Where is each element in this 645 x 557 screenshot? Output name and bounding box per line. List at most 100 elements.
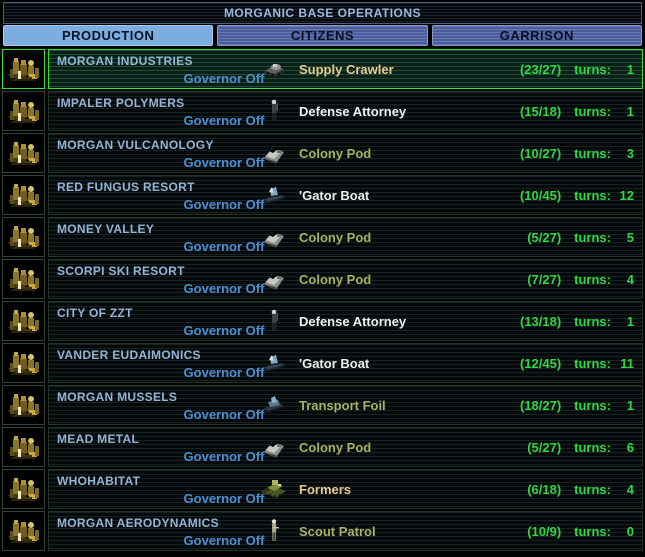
base-row: MORGAN INDUSTRIES Governor Off Supply Cr… (2, 49, 643, 89)
governor-status: Governor Off (183, 533, 265, 548)
colony-pod-icon (256, 224, 292, 251)
production-progress: (6/18) (527, 481, 562, 497)
formers-icon (256, 476, 292, 503)
production-turns: turns: 1 (574, 314, 634, 329)
production-status: (15/18) turns: 1 (503, 92, 634, 130)
base-name: MORGAN VULCANOLOGY (57, 138, 214, 152)
production-progress: (7/27) (527, 271, 562, 287)
base-row-main[interactable]: SCORPI SKI RESORT Governor Off Colony Po… (48, 259, 643, 299)
tab-production[interactable]: PRODUCTION (3, 25, 214, 46)
governor-status: Governor Off (183, 113, 265, 128)
production-turns: turns: 12 (574, 188, 634, 203)
scout-patrol-icon (256, 518, 292, 545)
defense-infantry-icon (256, 308, 292, 335)
base-icon-cell[interactable] (2, 511, 45, 551)
base-city-icon (4, 472, 43, 506)
production-item: Formers (299, 481, 352, 497)
base-city-icon (4, 220, 43, 254)
production-item: Defense Attorney (299, 103, 407, 119)
production-turns: turns: 11 (574, 356, 634, 371)
base-city-icon (4, 136, 43, 170)
tab-garrison[interactable]: GARRISON (431, 25, 642, 46)
turns-label: turns: (574, 187, 611, 203)
production-status: (7/27) turns: 4 (503, 260, 634, 298)
turns-label: turns: (574, 355, 611, 371)
base-row: RED FUNGUS RESORT Governor Off 'Gator Bo… (2, 175, 643, 215)
base-row-main[interactable]: MORGAN MUSSELS Governor Off Transport Fo… (48, 385, 643, 425)
production-item: 'Gator Boat (299, 355, 370, 371)
turns-value: 3 (626, 145, 634, 161)
turns-label: turns: (574, 397, 611, 413)
base-row-main[interactable]: CITY OF ZZT Governor Off Defense Attorne… (48, 301, 643, 341)
production-item: Colony Pod (299, 229, 372, 245)
base-row-main[interactable]: MONEY VALLEY Governor Off Colony Pod (5/… (48, 217, 643, 257)
base-name: MORGAN AERODYNAMICS (57, 516, 219, 530)
turns-value: 1 (626, 313, 634, 329)
base-name: MONEY VALLEY (57, 222, 155, 236)
title-bar: MORGANIC BASE OPERATIONS (3, 2, 642, 24)
production-turns: turns: 4 (574, 482, 634, 497)
base-icon-cell[interactable] (2, 385, 45, 425)
production-status: (5/27) turns: 5 (503, 218, 634, 256)
transport-foil-icon (256, 392, 292, 419)
base-icon-cell[interactable] (2, 175, 45, 215)
base-city-icon (4, 388, 43, 422)
base-list: MORGAN INDUSTRIES Governor Off Supply Cr… (2, 49, 643, 553)
production-progress: (5/27) (527, 229, 562, 245)
production-turns: turns: 1 (574, 104, 634, 119)
base-name: RED FUNGUS RESORT (57, 180, 195, 194)
base-row-main[interactable]: MORGAN INDUSTRIES Governor Off Supply Cr… (48, 49, 643, 89)
base-row-main[interactable]: MORGAN VULCANOLOGY Governor Off Colony P… (48, 133, 643, 173)
base-icon-cell[interactable] (2, 343, 45, 383)
production-item: Scout Patrol (299, 523, 376, 539)
production-turns: turns: 3 (574, 146, 634, 161)
production-progress: (13/18) (519, 313, 562, 329)
production-status: (10/27) turns: 3 (503, 134, 634, 172)
defense-infantry-icon (256, 98, 292, 125)
base-row-main[interactable]: RED FUNGUS RESORT Governor Off 'Gator Bo… (48, 175, 643, 215)
base-row: MONEY VALLEY Governor Off Colony Pod (5/… (2, 217, 643, 257)
base-row-main[interactable]: WHOHABITAT Governor Off Formers (6/18) t… (48, 469, 643, 509)
base-row-main[interactable]: IMPALER POLYMERS Governor Off Defense At… (48, 91, 643, 131)
base-icon-cell[interactable] (2, 301, 45, 341)
turns-value: 1 (626, 103, 634, 119)
base-icon-cell[interactable] (2, 259, 45, 299)
base-row: IMPALER POLYMERS Governor Off Defense At… (2, 91, 643, 131)
turns-label: turns: (574, 271, 611, 287)
production-status: (10/9) turns: 0 (503, 512, 634, 550)
base-row: MEAD METAL Governor Off Colony Pod (5/27… (2, 427, 643, 467)
base-name: CITY OF ZZT (57, 306, 133, 320)
base-city-icon (4, 94, 43, 128)
production-turns: turns: 5 (574, 230, 634, 245)
tab-citizens[interactable]: CITIZENS (217, 25, 428, 46)
base-row: MORGAN VULCANOLOGY Governor Off Colony P… (2, 133, 643, 173)
base-row-main[interactable]: MORGAN AERODYNAMICS Governor Off Scout P… (48, 511, 643, 551)
production-status: (5/27) turns: 6 (503, 428, 634, 466)
gator-boat-icon (256, 182, 292, 209)
production-item: Colony Pod (299, 439, 372, 455)
base-icon-cell[interactable] (2, 49, 45, 89)
turns-label: turns: (574, 523, 611, 539)
production-turns: turns: 0 (574, 524, 634, 539)
base-row-main[interactable]: MEAD METAL Governor Off Colony Pod (5/27… (48, 427, 643, 467)
governor-status: Governor Off (183, 491, 265, 506)
turns-value: 6 (626, 439, 634, 455)
base-name: IMPALER POLYMERS (57, 96, 185, 110)
governor-status: Governor Off (183, 323, 265, 338)
base-name: VANDER EUDAIMONICS (57, 348, 201, 362)
governor-status: Governor Off (183, 155, 265, 170)
base-icon-cell[interactable] (2, 469, 45, 509)
base-row: CITY OF ZZT Governor Off Defense Attorne… (2, 301, 643, 341)
base-city-icon (4, 262, 43, 296)
governor-status: Governor Off (183, 197, 265, 212)
base-icon-cell[interactable] (2, 427, 45, 467)
production-progress: (5/27) (527, 439, 562, 455)
production-item: Colony Pod (299, 271, 372, 287)
base-city-icon (4, 52, 43, 86)
base-icon-cell[interactable] (2, 217, 45, 257)
base-icon-cell[interactable] (2, 133, 45, 173)
base-icon-cell[interactable] (2, 91, 45, 131)
base-row-main[interactable]: VANDER EUDAIMONICS Governor Off 'Gator B… (48, 343, 643, 383)
production-item: Supply Crawler (299, 61, 394, 77)
base-city-icon (4, 430, 43, 464)
